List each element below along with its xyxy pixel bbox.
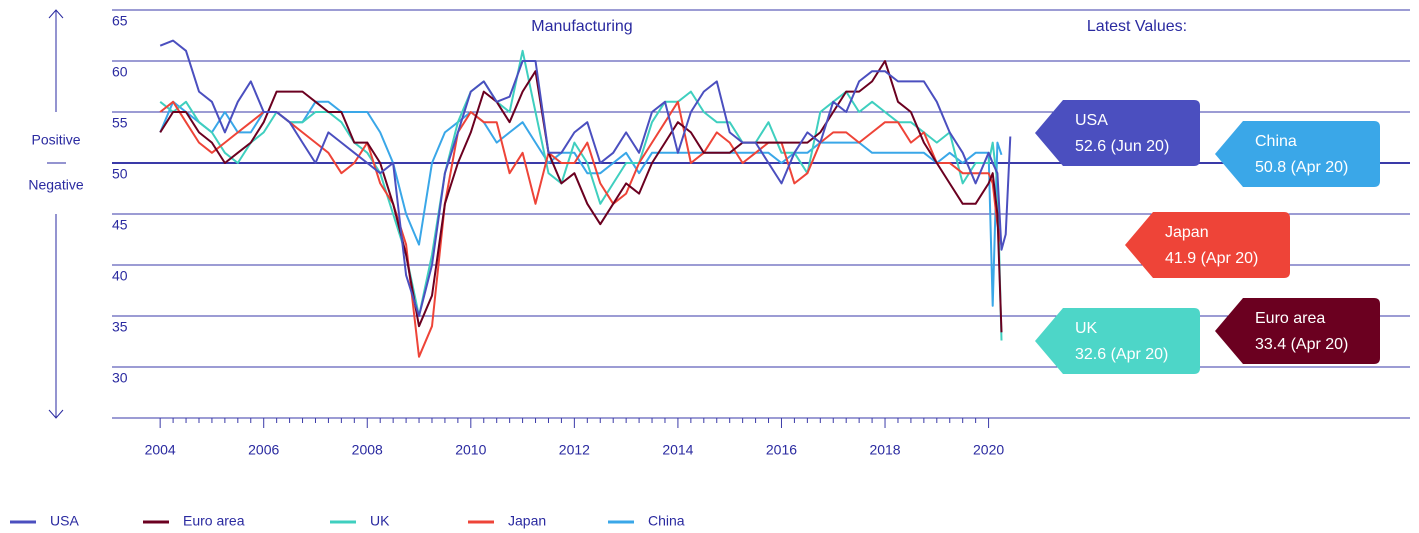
y-tick-label: 40 (112, 268, 128, 284)
x-tick-label: 2010 (455, 442, 486, 458)
x-tick-label: 2004 (145, 442, 176, 458)
y-tick-label: 30 (112, 370, 128, 386)
callout-shape (1215, 298, 1380, 364)
callout-value: 33.4 (Apr 20) (1255, 336, 1348, 353)
callout-name: UK (1075, 320, 1098, 337)
callout-value: 50.8 (Apr 20) (1255, 159, 1348, 176)
y-tick-label: 55 (112, 115, 128, 131)
callout-value: 41.9 (Apr 20) (1165, 250, 1258, 267)
callout-value: 32.6 (Apr 20) (1075, 346, 1168, 363)
series-line (159, 60, 1003, 333)
latest-callout: UK 32.6 (Apr 20) (1035, 308, 1200, 374)
y-tick-label: 50 (112, 166, 128, 182)
callout-shape (1215, 121, 1380, 187)
callout-shape (1035, 100, 1200, 166)
legend-label: USA (50, 513, 79, 529)
callout-name: USA (1075, 112, 1108, 129)
callout-name: China (1255, 133, 1297, 150)
x-tick-label: 2014 (662, 442, 693, 458)
callout-shape (1035, 308, 1200, 374)
latest-callout: USA 52.6 (Jun 20) (1035, 100, 1200, 166)
y-tick-label: 45 (112, 217, 128, 233)
callout-name: Euro area (1255, 310, 1325, 327)
latest-title: Latest Values: (1087, 18, 1187, 35)
latest-callout: China 50.8 (Apr 20) (1215, 121, 1380, 187)
callout-value: 52.6 (Jun 20) (1075, 138, 1169, 155)
latest-callout: Euro area 33.4 (Apr 20) (1215, 298, 1380, 364)
positive-label: Positive (31, 132, 80, 148)
series-line (159, 100, 1003, 358)
x-tick-label: 2006 (248, 442, 279, 458)
series-line (159, 49, 1003, 341)
series-line (159, 39, 1012, 317)
negative-label: Negative (28, 177, 83, 193)
legend-label: Japan (508, 513, 546, 529)
x-tick-label: 2012 (559, 442, 590, 458)
x-tick-label: 2008 (352, 442, 383, 458)
callout-name: Japan (1165, 224, 1209, 241)
latest-callout: Japan 41.9 (Apr 20) (1125, 212, 1290, 278)
x-tick-label: 2016 (766, 442, 797, 458)
series-line (159, 100, 1003, 307)
y-tick-label: 65 (112, 13, 128, 29)
y-tick-label: 60 (112, 64, 128, 80)
legend-label: Euro area (183, 513, 245, 529)
callout-shape (1125, 212, 1290, 278)
x-tick-label: 2018 (869, 442, 900, 458)
x-tick-label: 2020 (973, 442, 1004, 458)
y-tick-label: 35 (112, 319, 128, 335)
chart-title: Manufacturing (531, 18, 632, 35)
legend-label: China (648, 513, 685, 529)
legend-label: UK (370, 513, 390, 529)
direction-indicator (47, 9, 66, 419)
